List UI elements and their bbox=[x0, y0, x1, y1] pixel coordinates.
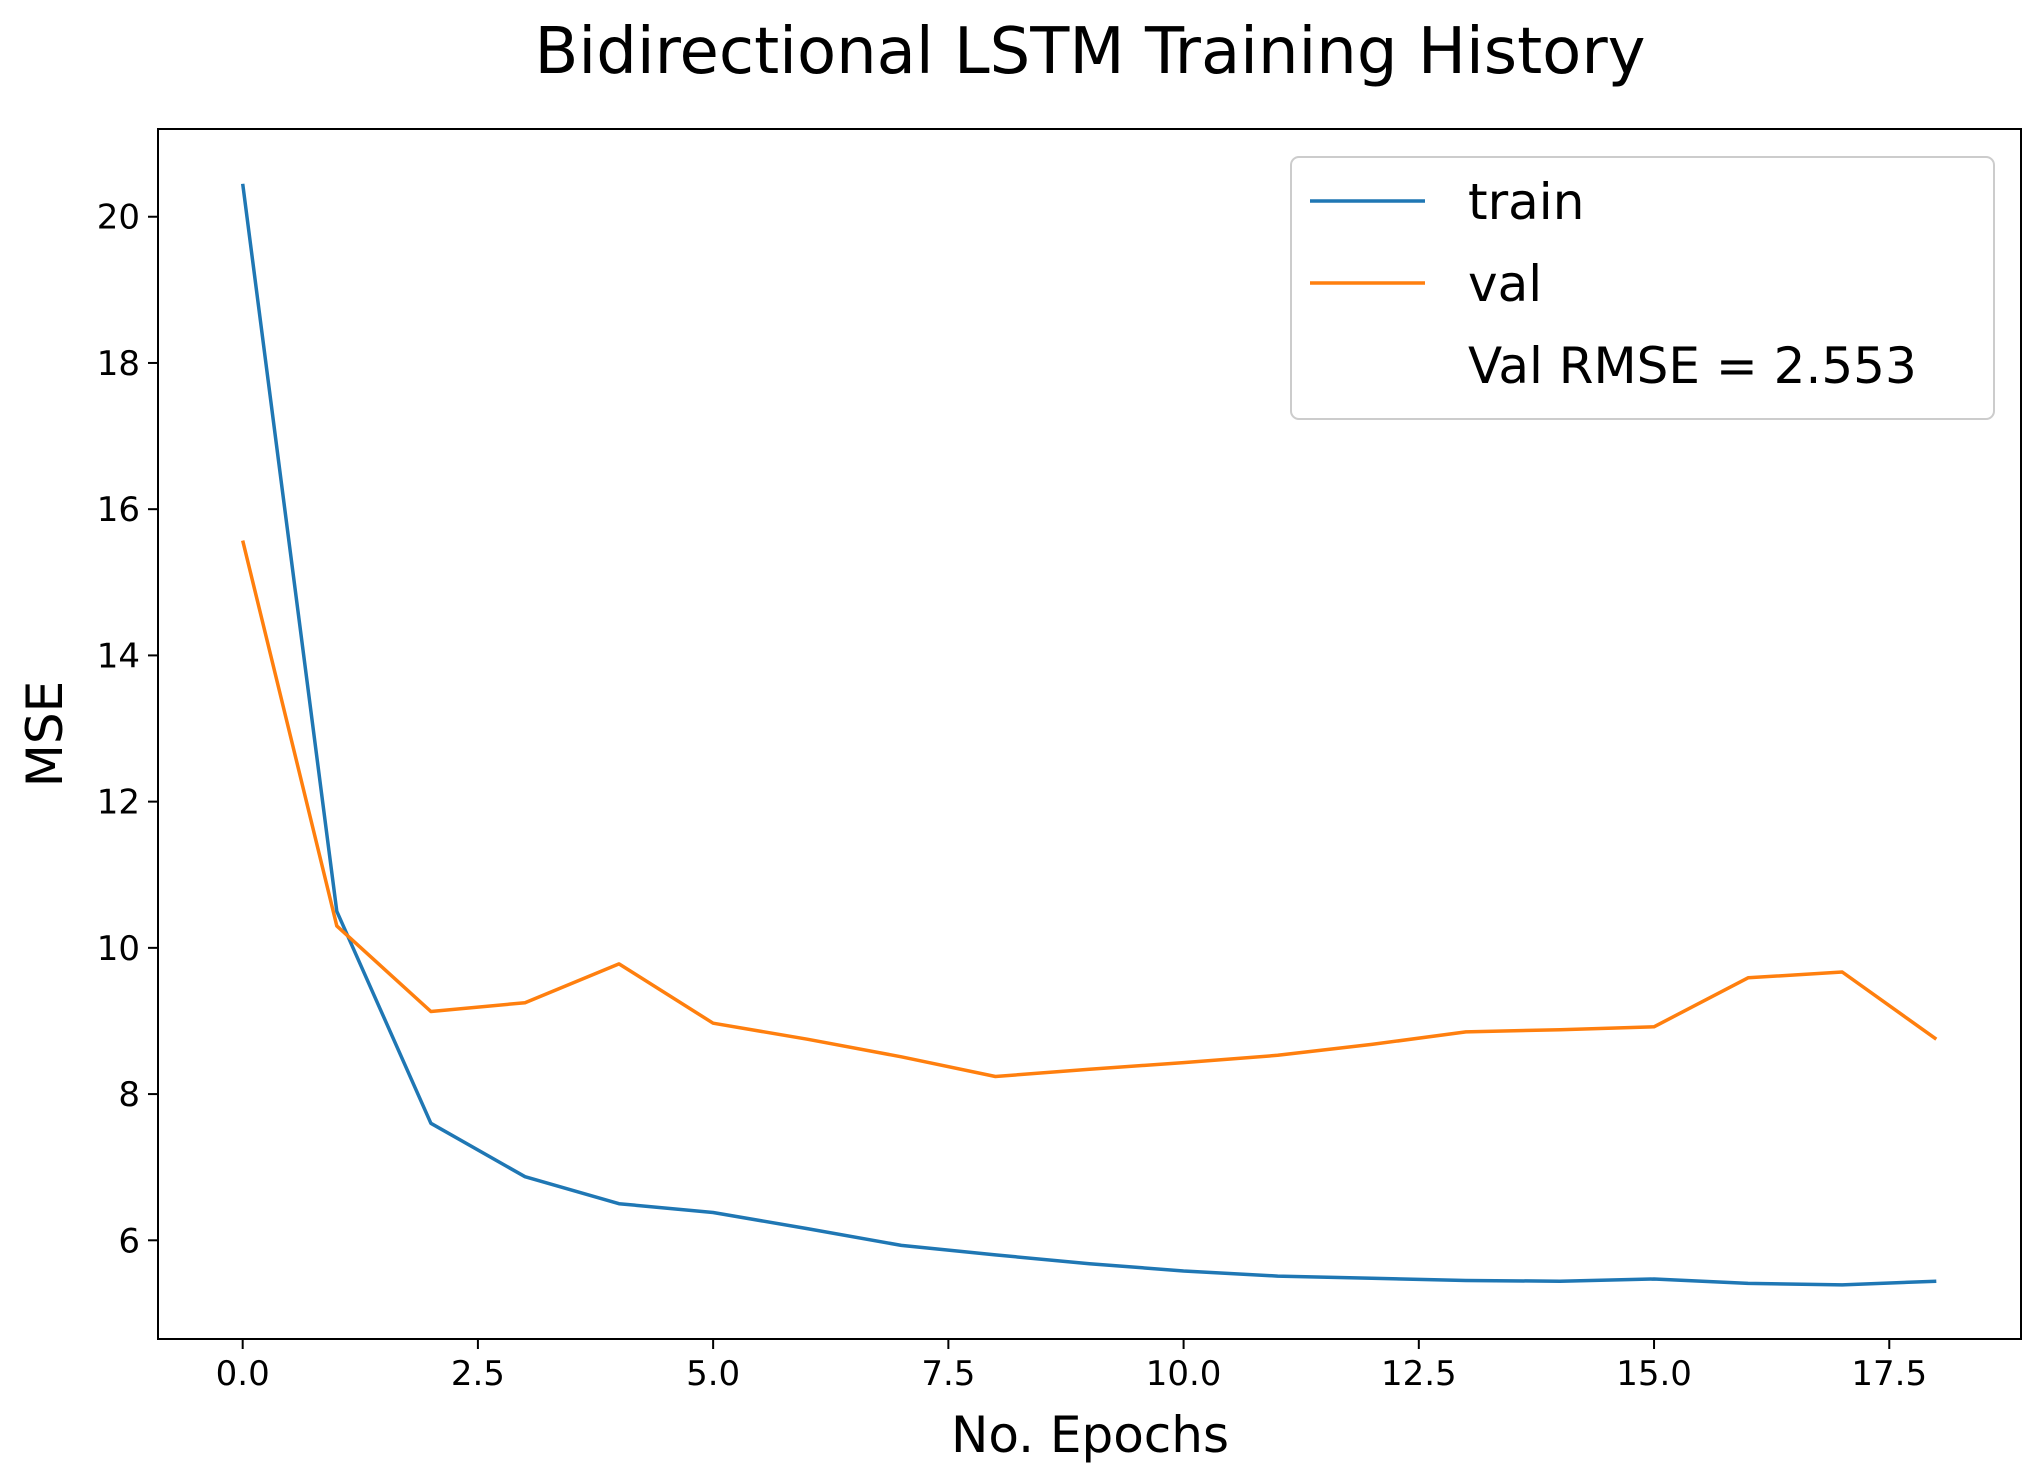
y-tick-label: 18 bbox=[97, 344, 140, 384]
legend-box bbox=[1290, 156, 1995, 420]
x-tick-label: 17.5 bbox=[1851, 1354, 1927, 1394]
legend: train val Val RMSE = 2.553 bbox=[1290, 156, 1995, 420]
x-tick-label: 7.5 bbox=[921, 1354, 975, 1394]
x-axis-ticks: 0.0 2.5 5.0 7.5 10.0 12.5 15.0 17.5 bbox=[216, 1339, 1927, 1394]
x-tick-label: 0.0 bbox=[216, 1354, 270, 1394]
x-tick-label: 12.5 bbox=[1381, 1354, 1457, 1394]
x-tick-label: 15.0 bbox=[1616, 1354, 1692, 1394]
legend-label-val: val bbox=[1468, 255, 1542, 313]
y-axis-label: MSE bbox=[16, 681, 74, 787]
series-line-train bbox=[240, 183, 1937, 1287]
y-tick-label: 12 bbox=[97, 783, 140, 823]
series-layer bbox=[240, 183, 1938, 1287]
y-tick-label: 10 bbox=[97, 929, 140, 969]
y-tick-label: 16 bbox=[97, 490, 140, 530]
legend-label-val-rmse: Val RMSE = 2.553 bbox=[1468, 337, 1917, 395]
x-axis-label: No. Epochs bbox=[951, 1406, 1229, 1464]
x-tick-label: 2.5 bbox=[451, 1354, 505, 1394]
y-tick-label: 20 bbox=[97, 198, 140, 238]
y-tick-label: 8 bbox=[118, 1075, 140, 1115]
plot-frame bbox=[157, 128, 2022, 1340]
x-tick-label: 5.0 bbox=[686, 1354, 740, 1394]
y-axis-ticks: 6 8 10 12 14 16 18 20 bbox=[97, 198, 158, 1261]
legend-label-train: train bbox=[1468, 173, 1584, 231]
plot-area bbox=[157, 128, 2022, 1340]
series-line-val bbox=[240, 540, 1938, 1079]
x-tick-label: 10.0 bbox=[1146, 1354, 1222, 1394]
y-tick-label: 14 bbox=[97, 636, 140, 676]
chart-title: Bidirectional LSTM Training History bbox=[535, 15, 1646, 89]
y-tick-label: 6 bbox=[118, 1221, 140, 1261]
